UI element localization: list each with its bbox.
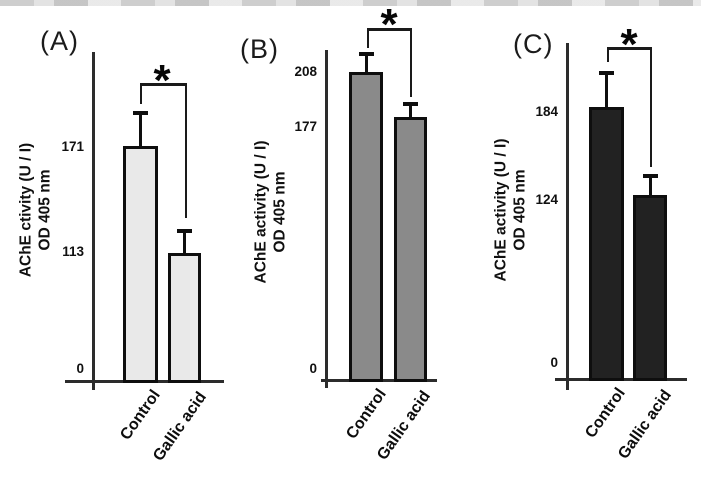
y-axis xyxy=(566,43,569,390)
significance-bracket-left-drop xyxy=(140,83,142,104)
y-tick-label: 177 xyxy=(294,119,317,134)
y-tick-label: 0 xyxy=(550,355,558,370)
bar-control xyxy=(589,107,624,381)
significance-bracket xyxy=(140,83,187,86)
error-bar-gallic-acid xyxy=(409,104,412,117)
error-bar-control xyxy=(364,54,368,72)
significance-star: * xyxy=(620,20,638,69)
bar-control xyxy=(123,146,158,383)
significance-bracket-left-drop xyxy=(607,47,609,62)
significance-bracket-right-drop xyxy=(410,28,412,97)
y-tick-label: 113 xyxy=(62,244,84,259)
significance-bracket-right-drop xyxy=(185,83,187,218)
y-axis xyxy=(325,50,328,388)
bar-gallic-acid xyxy=(168,253,201,383)
error-bar-control xyxy=(139,113,142,146)
panel-a-label: (A) xyxy=(40,26,79,56)
significance-bracket xyxy=(607,47,652,50)
y-tick-label: 0 xyxy=(76,361,84,376)
error-bar-cap-gallic-acid xyxy=(642,174,658,178)
significance-star: * xyxy=(380,0,398,49)
significance-bracket-right-drop xyxy=(650,47,652,167)
y-tick-label: 124 xyxy=(535,192,558,207)
bar-control xyxy=(349,72,383,382)
significance-star: * xyxy=(153,56,171,105)
error-bar-cap-control xyxy=(133,111,148,115)
error-bar-cap-control xyxy=(599,71,614,75)
panel-b-label: (B) xyxy=(240,34,279,64)
bar-gallic-acid xyxy=(633,195,667,381)
y-tick-label: 0 xyxy=(309,361,317,376)
y-axis-title-line: AChE activity (U / I) xyxy=(492,138,510,282)
significance-bracket-left-drop xyxy=(367,28,369,48)
category-label-control: Control xyxy=(582,385,629,442)
y-tick-label: 184 xyxy=(535,104,558,119)
y-axis-title: AChE activity (U / I) OD 405 nm xyxy=(492,139,531,282)
error-bar-control xyxy=(605,73,608,107)
error-bar-cap-gallic-acid xyxy=(177,229,192,233)
error-bar-gallic-acid xyxy=(183,231,186,253)
error-bar-gallic-acid xyxy=(648,176,652,195)
panel-c-label: (C) xyxy=(513,29,554,59)
y-tick-label: 208 xyxy=(294,64,317,79)
significance-bracket xyxy=(367,28,412,31)
y-tick-label: 171 xyxy=(61,139,84,154)
error-bar-cap-control xyxy=(358,52,374,56)
error-bar-cap-gallic-acid xyxy=(403,102,418,106)
cropped-text-remnant xyxy=(0,0,701,6)
bar-gallic-acid xyxy=(394,117,427,382)
y-axis-title-line: OD 405 nm xyxy=(512,169,529,251)
y-axis xyxy=(92,52,95,390)
